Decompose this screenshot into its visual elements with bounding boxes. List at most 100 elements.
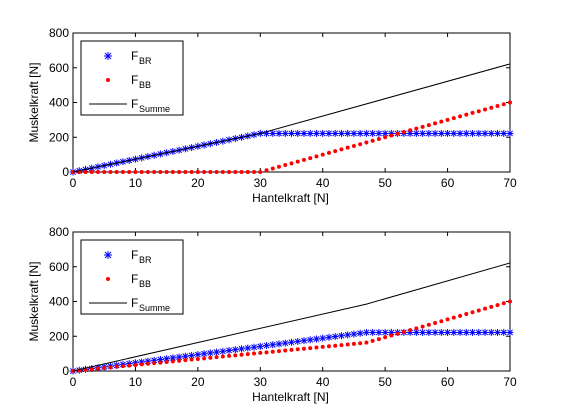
data-point: [425, 328, 433, 336]
asterisk-stroke: [382, 130, 389, 137]
data-point: [158, 170, 163, 174]
data-point: [331, 333, 339, 341]
asterisk-stroke: [344, 130, 351, 137]
data-point: [295, 159, 300, 164]
data-point: [102, 170, 107, 174]
asterisk-stroke: [388, 329, 395, 336]
data-point: [358, 341, 363, 346]
legend-label: F: [131, 49, 138, 63]
data-point: [139, 170, 144, 174]
data-point: [476, 109, 481, 114]
asterisk-stroke: [282, 340, 289, 347]
asterisk-stroke: [475, 329, 482, 336]
data-point: [89, 367, 94, 372]
asterisk-stroke: [450, 130, 457, 137]
legend-item-F_BR: F BR: [104, 49, 152, 66]
asterisk-stroke: [276, 340, 282, 347]
asterisk-stroke: [326, 334, 332, 341]
data-point: [337, 332, 345, 340]
asterisk-stroke: [263, 342, 270, 349]
asterisk-stroke: [382, 329, 389, 336]
data-point: [326, 344, 331, 349]
data-point: [389, 133, 394, 138]
asterisk-stroke: [507, 329, 513, 336]
data-point: [445, 117, 450, 122]
asterisk-stroke: [269, 130, 276, 137]
data-point: [433, 320, 438, 325]
data-point: [320, 152, 325, 157]
asterisk-stroke: [201, 350, 208, 357]
y-axis-label: Muskelkraft [N]: [27, 261, 41, 341]
data-point: [375, 129, 383, 137]
asterisk-stroke: [444, 329, 451, 336]
data-point: [437, 129, 445, 137]
data-point: [414, 326, 419, 331]
data-point: [381, 328, 389, 336]
data-point: [145, 361, 150, 366]
data-point: [114, 170, 119, 174]
legend-box: [80, 40, 184, 116]
asterisk-stroke: [425, 329, 432, 336]
x-tick-label: 20: [191, 375, 205, 389]
asterisk-stroke: [213, 349, 220, 356]
legend: F BRF BBF Summe: [80, 239, 184, 315]
data-point: [281, 339, 289, 347]
legend-marker-dot: [106, 78, 110, 82]
data-point: [376, 337, 381, 342]
x-axis-label: Hantelkraft [N]: [252, 191, 329, 205]
data-point: [227, 353, 232, 358]
data-point: [275, 129, 283, 137]
data-point: [358, 142, 363, 147]
data-point: [244, 344, 252, 352]
legend-label-subscript: Summe: [139, 104, 170, 114]
data-point: [500, 328, 508, 336]
legend-label-subscript: BB: [139, 279, 151, 289]
legend-label-subscript: Summe: [139, 303, 170, 313]
data-point: [95, 170, 100, 174]
data-point: [475, 328, 483, 336]
asterisk-stroke: [500, 130, 507, 137]
asterisk-stroke: [219, 348, 226, 355]
data-point: [264, 350, 269, 355]
x-tick-label: 70: [503, 375, 517, 389]
data-point: [320, 344, 325, 349]
data-point: [370, 138, 375, 143]
data-point: [445, 317, 450, 322]
data-point: [289, 161, 294, 166]
data-point: [412, 129, 420, 137]
data-point: [102, 365, 107, 370]
data-point: [426, 322, 431, 327]
asterisk-stroke: [363, 329, 370, 336]
data-point: [301, 157, 306, 162]
data-point: [270, 349, 275, 354]
data-point: [333, 343, 338, 348]
chart-panel-2: 0 10 20 30 40 50 60 70 0 200 400 600 800 Hantelkraft …: [27, 225, 517, 404]
asterisk-stroke: [207, 349, 214, 356]
data-point: [314, 345, 319, 350]
data-point: [369, 328, 377, 336]
asterisk-stroke: [357, 130, 364, 137]
data-point: [408, 128, 413, 133]
data-point: [264, 168, 269, 173]
data-point: [408, 328, 413, 333]
asterisk-stroke: [463, 329, 470, 336]
data-point: [451, 116, 456, 121]
data-point: [227, 170, 232, 174]
data-point: [220, 170, 225, 174]
asterisk-stroke: [432, 130, 439, 137]
asterisk-stroke: [338, 130, 345, 137]
data-point: [195, 170, 200, 174]
data-point: [350, 330, 358, 338]
data-point: [464, 112, 469, 117]
data-point: [312, 335, 320, 343]
x-tick-label: 30: [254, 375, 268, 389]
asterisk-stroke: [251, 344, 257, 351]
asterisk-stroke: [238, 345, 245, 352]
data-point: [200, 350, 208, 358]
asterisk-stroke: [375, 130, 382, 137]
data-point: [233, 170, 238, 174]
data-point: [312, 129, 320, 137]
data-point: [444, 129, 452, 137]
data-point: [495, 303, 500, 308]
asterisk-stroke: [369, 329, 376, 336]
